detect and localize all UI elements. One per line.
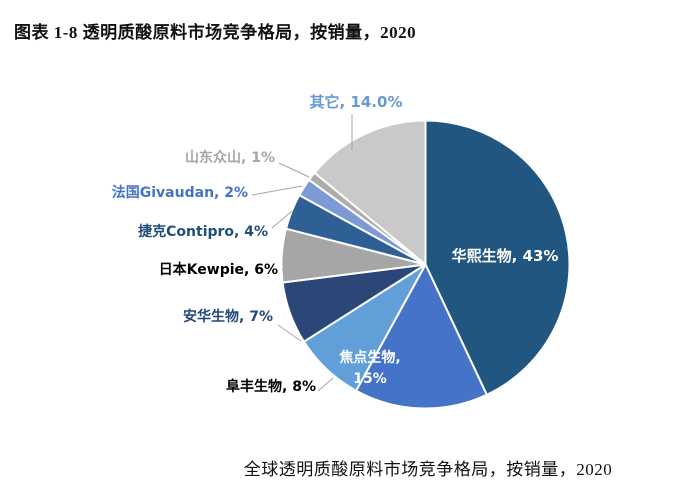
leader-line-anhua-bio bbox=[277, 324, 302, 342]
figure-title: 图表 1-8 透明质酸原料市场竞争格局，按销量，2020 bbox=[14, 23, 417, 42]
leader-line-shandong-zhongshan bbox=[278, 162, 310, 178]
leader-line-fufeng-bio bbox=[317, 377, 334, 392]
pie-slice-others bbox=[313, 119, 427, 266]
leader-line-kewpie-japan bbox=[281, 258, 294, 271]
leader-line-contipro-czech bbox=[271, 210, 293, 229]
pie-slice-huaxi-bio bbox=[424, 119, 571, 396]
chart-caption: 全球透明质酸原料市场竞争格局，按销量，2020 bbox=[243, 460, 613, 479]
leader-line-givaudan-france bbox=[251, 185, 303, 196]
pie-slice-focus-bio bbox=[355, 263, 488, 410]
